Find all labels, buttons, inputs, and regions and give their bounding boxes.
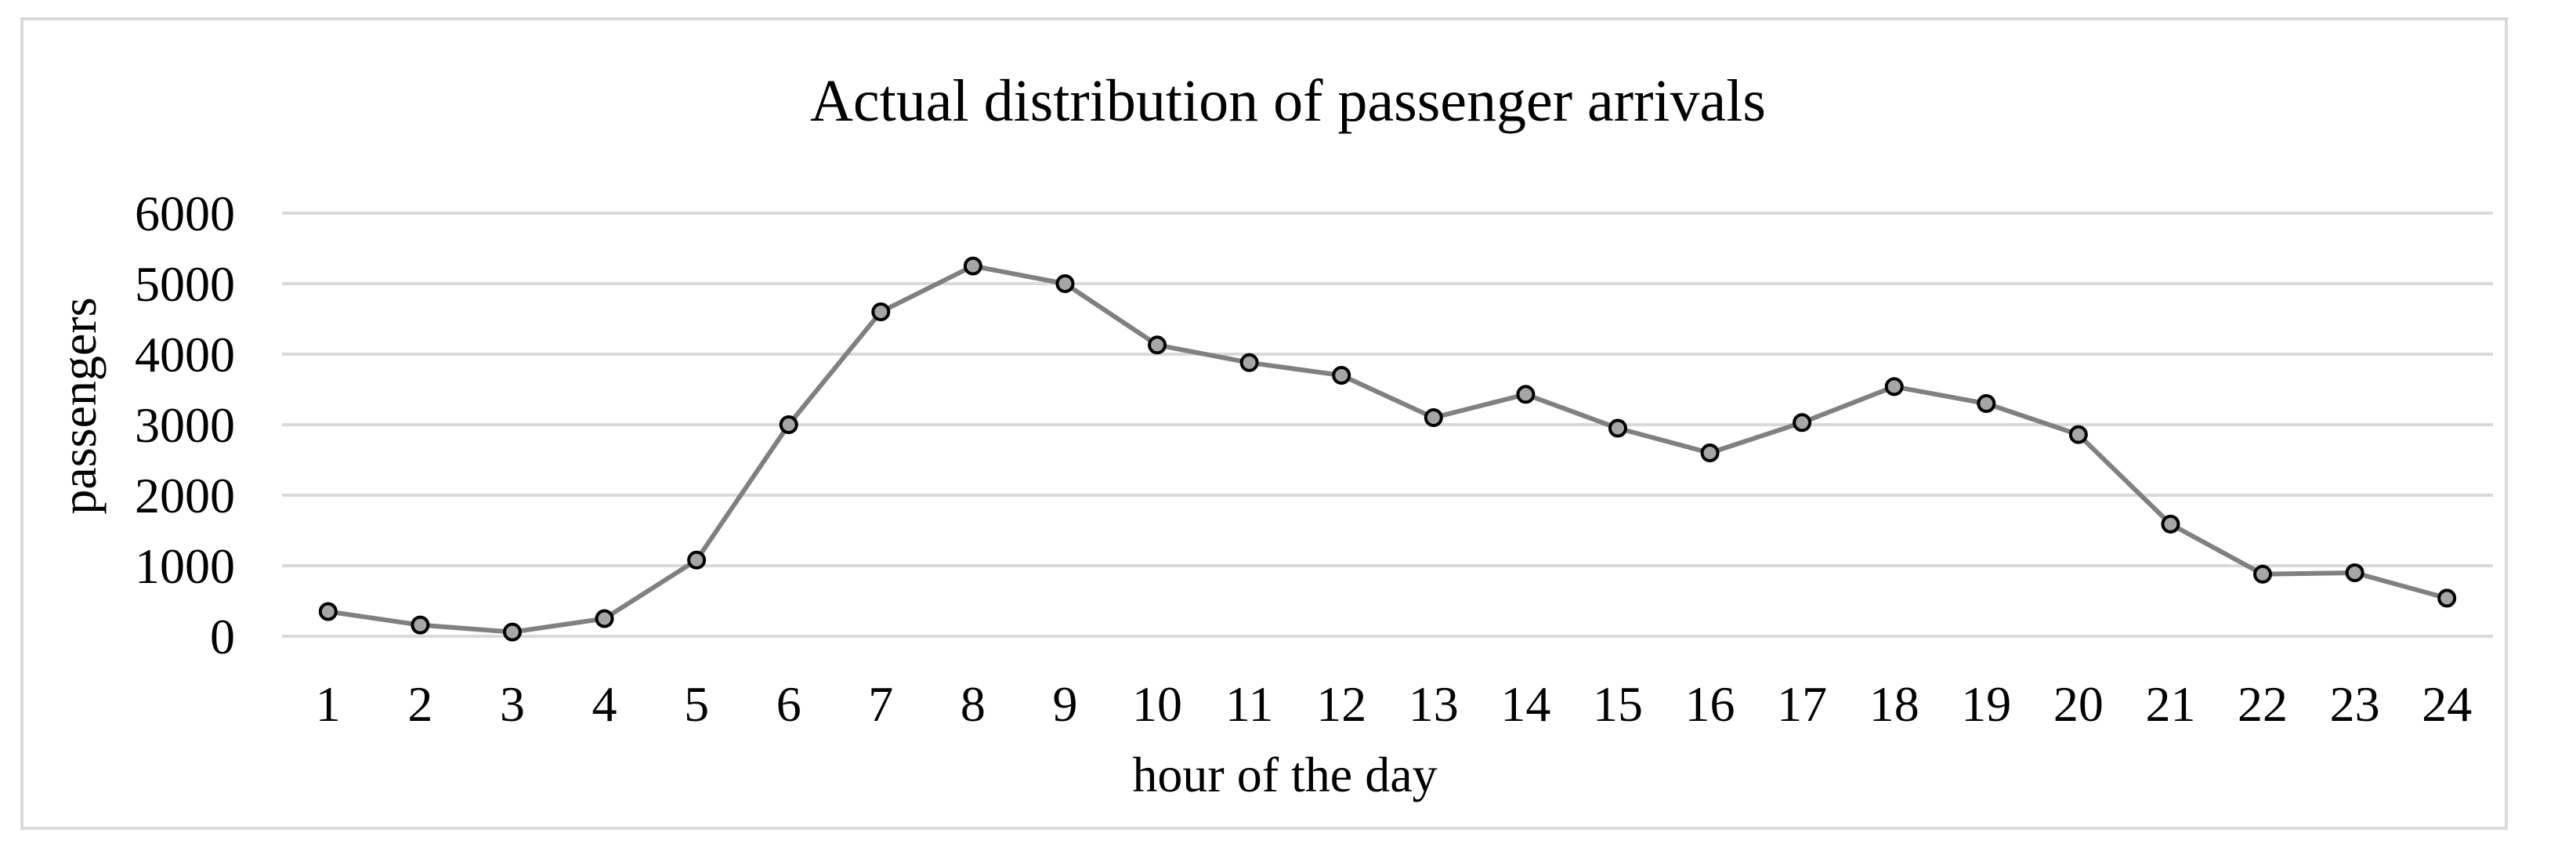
data-point-10 xyxy=(1148,335,1167,355)
data-point-15 xyxy=(1608,418,1627,438)
x-tick-label: 15 xyxy=(1593,676,1643,732)
series-layer xyxy=(318,256,2457,642)
x-tick-label: 17 xyxy=(1777,676,1827,732)
x-tick-label: 23 xyxy=(2330,676,2380,732)
data-point-22 xyxy=(2253,564,2273,584)
data-point-6 xyxy=(779,415,798,434)
y-tick-labels: 0 1000 2000 3000 4000 5000 6000 xyxy=(135,186,235,664)
data-point-4 xyxy=(595,609,614,628)
data-point-14 xyxy=(1516,385,1536,404)
x-tick-label: 1 xyxy=(316,676,341,732)
x-tick-label: 5 xyxy=(684,676,709,732)
x-tick-label: 2 xyxy=(407,676,432,732)
data-point-12 xyxy=(1332,366,1351,385)
data-point-1 xyxy=(318,602,338,621)
data-point-2 xyxy=(411,615,430,635)
x-tick-label: 7 xyxy=(868,676,893,732)
y-tick-label: 6000 xyxy=(135,186,235,241)
x-tick-label: 13 xyxy=(1409,676,1459,732)
y-tick-label: 5000 xyxy=(135,256,235,312)
y-tick-label: 4000 xyxy=(135,327,235,382)
x-tick-label: 12 xyxy=(1316,676,1366,732)
y-tick-label: 1000 xyxy=(135,538,235,594)
x-tick-label: 21 xyxy=(2145,676,2195,732)
x-tick-label: 20 xyxy=(2053,676,2104,732)
x-tick-label: 9 xyxy=(1052,676,1077,732)
data-point-23 xyxy=(2345,563,2364,582)
y-tick-label: 3000 xyxy=(135,397,235,453)
data-point-5 xyxy=(687,550,707,570)
x-tick-label: 4 xyxy=(592,676,617,732)
data-point-21 xyxy=(2161,514,2180,534)
x-tick-label: 14 xyxy=(1500,676,1550,732)
data-point-7 xyxy=(871,302,891,321)
data-point-20 xyxy=(2068,425,2088,444)
x-axis-title: hour of the day xyxy=(1132,747,1437,802)
gridlines xyxy=(282,212,2493,638)
data-point-3 xyxy=(502,622,522,642)
x-tick-label: 22 xyxy=(2238,676,2288,732)
series-line xyxy=(327,263,2448,635)
x-tick-label: 3 xyxy=(500,676,525,732)
data-point-17 xyxy=(1793,413,1812,433)
x-tick-label: 10 xyxy=(1132,676,1182,732)
data-point-11 xyxy=(1239,353,1259,372)
x-tick-label: 16 xyxy=(1685,676,1735,732)
x-tick-label: 24 xyxy=(2422,676,2472,732)
data-point-9 xyxy=(1055,274,1075,293)
x-tick-label: 19 xyxy=(1961,676,2011,732)
data-point-19 xyxy=(1977,394,1996,413)
y-axis-title: passengers xyxy=(51,297,107,514)
data-point-24 xyxy=(2437,588,2457,608)
x-tick-label: 11 xyxy=(1225,676,1274,732)
x-tick-label: 8 xyxy=(961,676,986,732)
x-tick-label: 6 xyxy=(776,676,801,732)
data-point-8 xyxy=(963,256,982,276)
data-point-13 xyxy=(1424,408,1443,427)
y-tick-label: 0 xyxy=(210,609,235,664)
y-tick-label: 2000 xyxy=(135,468,235,523)
x-tick-label: 18 xyxy=(1869,676,1919,732)
data-point-18 xyxy=(1884,377,1904,396)
data-point-16 xyxy=(1700,443,1720,462)
x-tick-labels: 1 2 3 4 5 6 7 8 9 10 11 12 13 14 15 16 17 18 19 20 21 22 23 24 xyxy=(316,676,2472,732)
chart-title: Actual distribution of passenger arrival… xyxy=(810,68,1766,134)
